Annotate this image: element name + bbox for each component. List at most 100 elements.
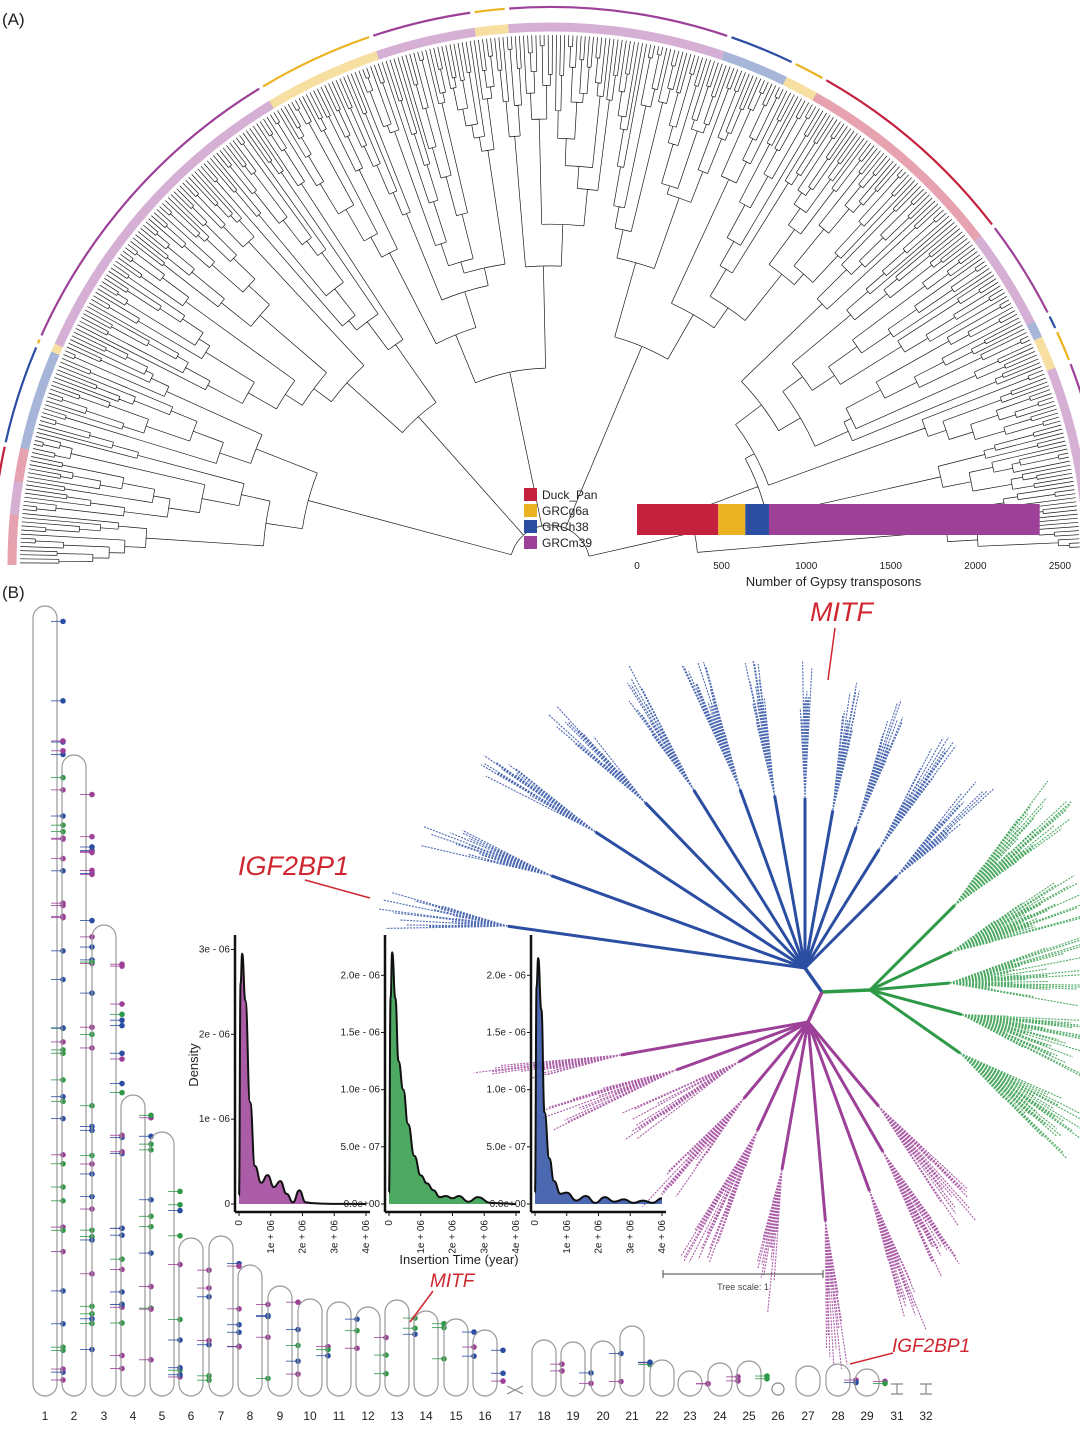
circular-phylogenetic-tree xyxy=(0,5,1080,566)
magenta-clade-tips-4 xyxy=(757,1169,783,1313)
chromosome-3 xyxy=(91,924,117,1397)
marker-1-43 xyxy=(60,738,66,744)
marker-4-6 xyxy=(148,1223,154,1230)
chromosome-13 xyxy=(384,1299,410,1397)
legend-swatch-grcg6a xyxy=(524,504,537,517)
green-clade-tips-3 xyxy=(961,1014,1080,1077)
marker-1-19 xyxy=(60,900,66,906)
blue-clade-tips-4 xyxy=(627,665,695,791)
tree-branches xyxy=(19,34,1080,564)
unrooted-phylogenetic-tree xyxy=(379,661,1080,1369)
green-clade-tips-4 xyxy=(959,1052,1080,1159)
density-curve-1 xyxy=(238,952,367,1205)
magenta-clade-tips-5 xyxy=(824,1221,848,1369)
marker-4-11 xyxy=(148,1306,154,1312)
marker-5-1 xyxy=(177,1316,183,1323)
density-2-ytick-1: 5.0e - 07 xyxy=(341,1142,381,1153)
marker-5-7 xyxy=(177,1232,183,1239)
legend-label-grch38: GRCh38 xyxy=(542,520,589,534)
density-1-xtick-3: 3e + 06 xyxy=(329,1220,340,1254)
bar-x-tick-2500: 2500 xyxy=(1049,561,1072,572)
magenta-clade-tips-9 xyxy=(641,1098,745,1208)
marker-7-3 xyxy=(236,1306,242,1312)
species-strip-12 xyxy=(812,92,982,242)
chromosome-label-13: 13 xyxy=(390,1409,404,1423)
density-1-xtick-2: 2e + 06 xyxy=(298,1220,309,1254)
density-3-ytick-4: 2.0e - 06 xyxy=(487,970,527,981)
species-strip-11 xyxy=(782,76,817,101)
blue-clade-branch-11 xyxy=(803,875,898,970)
clade-ring-16 xyxy=(1069,363,1080,395)
marker-21-2 xyxy=(647,1359,653,1366)
tree-scale-bar: Tree scale: 1 xyxy=(662,1270,824,1292)
marker-9-2 xyxy=(295,1299,301,1306)
marker-1-37 xyxy=(60,774,66,781)
density-3-ytick-3: 1.5e - 06 xyxy=(487,1027,527,1038)
marker-5-3 xyxy=(177,1364,183,1371)
marker-4-4 xyxy=(148,1357,154,1363)
marker-3-10 xyxy=(119,1011,125,1018)
chromosome-label-28: 28 xyxy=(831,1409,845,1423)
magenta-clade-branch-9 xyxy=(742,1021,810,1100)
clade-ring-2 xyxy=(0,446,6,477)
marker-3-16 xyxy=(119,1001,125,1007)
clade-ring-8 xyxy=(474,7,505,14)
clade-ring-11 xyxy=(795,62,823,79)
magenta-clade-branch-6 xyxy=(806,1021,871,1192)
chromosome-label-1: 1 xyxy=(42,1409,49,1423)
green-clade-branch-2 xyxy=(869,981,950,992)
density-1-xtick-1: 1e + 06 xyxy=(266,1220,277,1254)
marker-29-1 xyxy=(882,1380,888,1387)
bar-x-axis-title: Number of Gypsy transposons xyxy=(746,574,922,589)
marker-2-9 xyxy=(89,833,95,840)
clade-ring-9 xyxy=(509,5,728,37)
marker-1-15 xyxy=(60,835,66,842)
marker-12-0 xyxy=(383,1334,389,1341)
clade-ring-13 xyxy=(993,227,1049,313)
density-3-xtick-0: 0 xyxy=(530,1220,541,1226)
marker-7-5 xyxy=(236,1329,242,1336)
chromosome-label-10: 10 xyxy=(303,1409,317,1423)
marker-10-2 xyxy=(325,1346,331,1353)
insertion-time-density-plots: 0 1e - 06 2e - 06 3e - 06 0 1e + 06 2e + 06 3e … xyxy=(199,935,668,1254)
blue-clade-branch-1 xyxy=(550,874,806,970)
chromosome-18 xyxy=(531,1339,557,1397)
marker-4-5 xyxy=(148,1250,154,1256)
green-clade-tips-1 xyxy=(951,874,1080,953)
magenta-clade-branch-8 xyxy=(806,1021,880,1108)
bar-x-tick-0: 0 xyxy=(634,561,640,572)
legend-label-grcm39: GRCm39 xyxy=(542,536,592,550)
density-1-ytick-0: 0 xyxy=(224,1199,230,1210)
marker-1-41 xyxy=(60,1366,66,1372)
chromosome-label-26: 26 xyxy=(771,1409,785,1423)
marker-16-0 xyxy=(500,1378,506,1384)
magenta-clade-branch-3 xyxy=(755,1021,810,1132)
marker-11-0 xyxy=(354,1316,360,1322)
density-2-xtick-3: 3e + 06 xyxy=(479,1220,490,1254)
magenta-clade-branch-2 xyxy=(620,1020,809,1057)
bar-segment-grch38 xyxy=(745,504,769,535)
gypsy-count-bar-chart: 0 500 1000 1500 2000 2500 Number of Gypsy tran… xyxy=(634,504,1072,589)
marker-20-0 xyxy=(618,1378,624,1385)
marker-1-0 xyxy=(60,1077,66,1083)
magenta-clade-branch-0 xyxy=(737,1020,809,1064)
chromosome-15 xyxy=(443,1318,469,1397)
magenta-clade-tips-3 xyxy=(680,1130,758,1264)
marker-1-18 xyxy=(60,976,66,983)
chromosome-24 xyxy=(707,1362,733,1397)
legend-label-duck-pan: Duck_Pan xyxy=(542,488,597,502)
magenta-clade-tips-0 xyxy=(621,1061,740,1141)
blue-clade-branch-3 xyxy=(644,801,807,970)
chromosome-label-19: 19 xyxy=(566,1409,580,1423)
marker-3-19 xyxy=(119,1320,125,1326)
chromosome-22 xyxy=(649,1359,675,1397)
legend-label-grcg6a: GRCg6a xyxy=(542,504,589,518)
magenta-clade-tips-1 xyxy=(540,1069,677,1131)
chromosome-20 xyxy=(590,1340,616,1397)
magenta-clade-tips-7 xyxy=(882,1151,960,1278)
density-area-3 xyxy=(535,958,662,1204)
marker-4-12 xyxy=(148,1283,154,1290)
marker-4-9 xyxy=(148,1213,154,1220)
marker-11-1 xyxy=(354,1345,360,1352)
marker-16-1 xyxy=(500,1347,506,1354)
